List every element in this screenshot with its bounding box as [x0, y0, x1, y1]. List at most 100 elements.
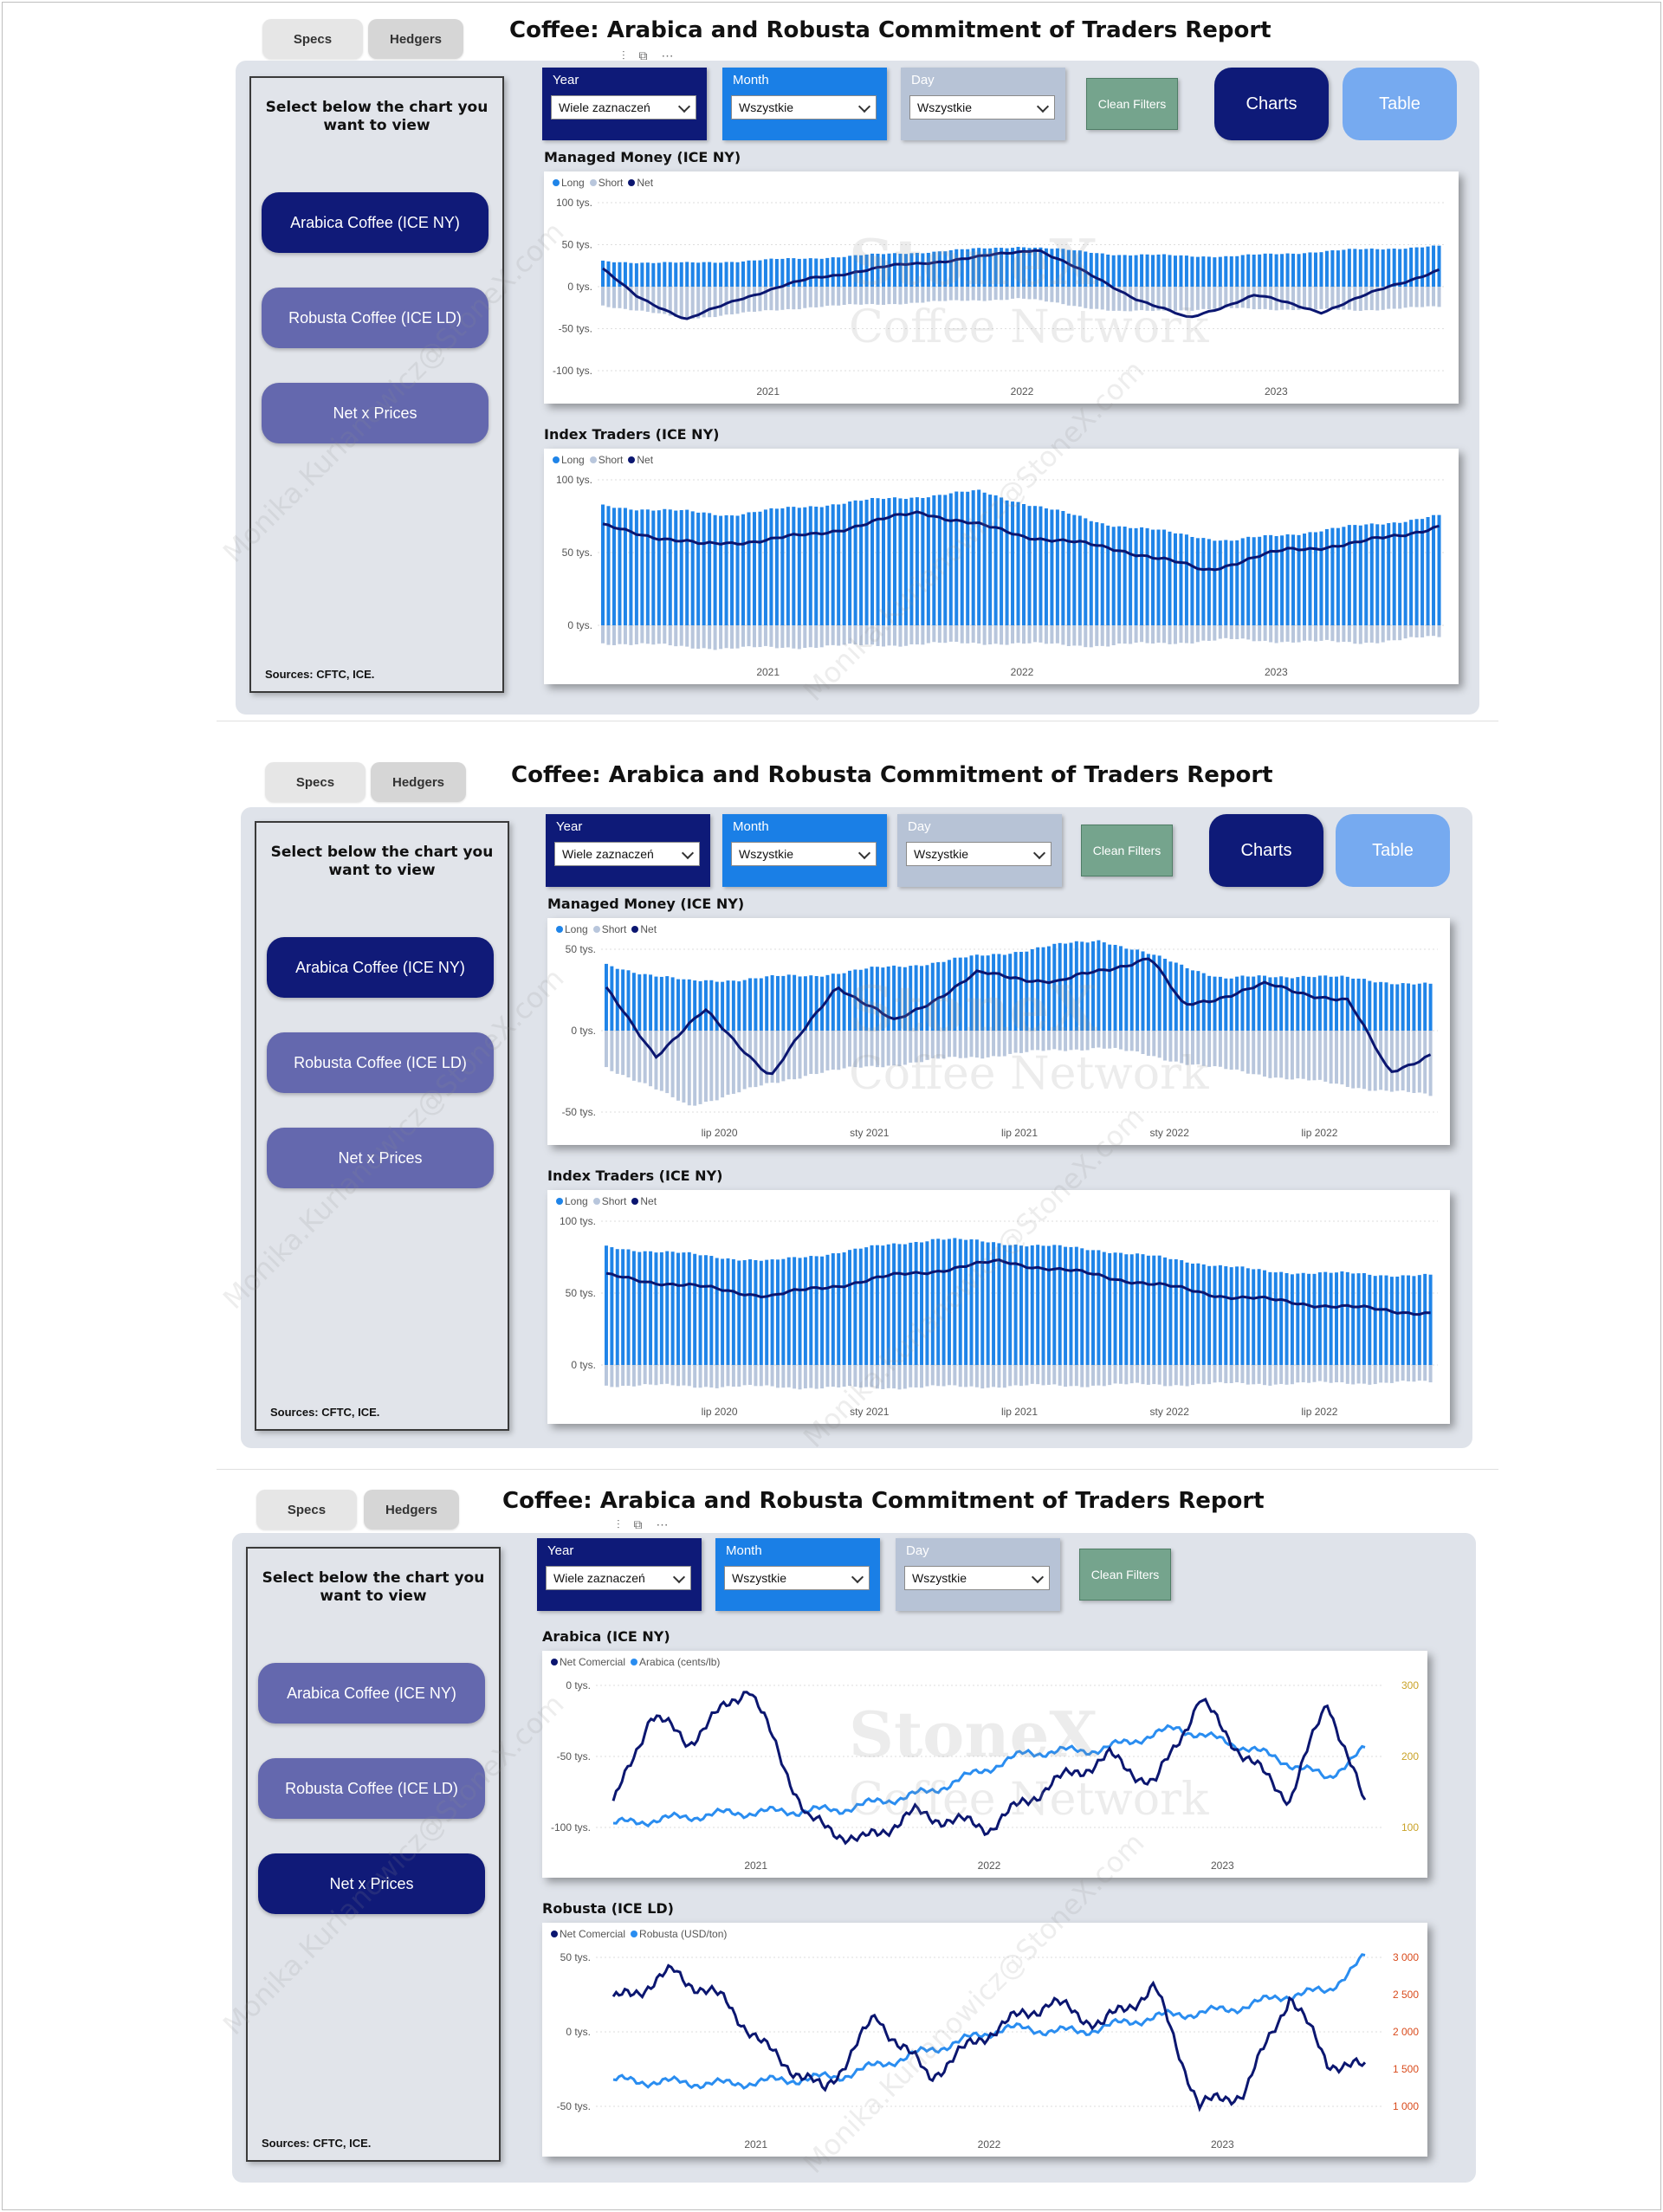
clean-filters-button[interactable]: Clean Filters	[1081, 825, 1173, 876]
long-bar	[964, 1239, 968, 1365]
short-bar	[1347, 287, 1351, 310]
more-options-icon[interactable]: ⋯	[656, 1517, 669, 1531]
robusta-button[interactable]: Robusta Coffee (ICE LD)	[262, 288, 489, 348]
chart-visual[interactable]: 50 tys. 0 tys. -50 tys. lip 2020 sty 2021 lip…	[547, 918, 1450, 1145]
short-bar	[1313, 287, 1317, 310]
long-bar	[897, 1244, 902, 1365]
legend-item[interactable]: Robusta (USD/ton)	[631, 1928, 727, 1940]
clean-filters-button[interactable]: Clean Filters	[1079, 1549, 1171, 1601]
focus-mode-icon[interactable]: ⧉	[638, 49, 648, 62]
legend-item[interactable]: Net Comercial	[551, 1928, 625, 1940]
month-dropdown[interactable]: Wszystkie	[731, 842, 877, 866]
chart-visual[interactable]: 100 tys. 50 tys. 0 tys. -50 tys. -100 tys. 20…	[544, 171, 1459, 404]
filter-icon[interactable]: ⫶	[617, 1517, 620, 1531]
y-tick-label: -100 tys.	[551, 1821, 591, 1834]
robusta-button[interactable]: Robusta Coffee (ICE LD)	[258, 1758, 485, 1819]
chart-visual[interactable]: 50 tys. 0 tys. -50 tys. 3 000 2 500 2 000 1 50…	[542, 1923, 1427, 2157]
chart-visual[interactable]: 100 tys. 50 tys. 0 tys. 2021 2022 2023 Long Sho…	[544, 449, 1459, 684]
more-options-icon[interactable]: ⋯	[661, 49, 674, 62]
short-bar	[1055, 287, 1059, 303]
legend-item[interactable]: Net	[631, 923, 657, 935]
long-bar	[663, 262, 667, 287]
short-bar	[997, 1031, 1001, 1057]
short-bar	[1437, 625, 1441, 637]
long-bar	[696, 262, 701, 287]
long-bar	[682, 979, 686, 1031]
legend-item[interactable]: Short	[592, 923, 626, 935]
legend-item[interactable]: Long	[553, 177, 585, 189]
short-bar	[786, 1031, 791, 1080]
filter-icon[interactable]: ⫶	[622, 49, 625, 62]
long-bar	[1263, 975, 1266, 1031]
tab-hedgers[interactable]: Hedgers	[364, 1490, 459, 1530]
year-dropdown[interactable]: Wiele zaznaczeń	[551, 95, 696, 120]
month-dropdown[interactable]: Wszystkie	[731, 95, 877, 120]
day-dropdown[interactable]: Wszystkie	[909, 95, 1055, 120]
year-dropdown[interactable]: Wiele zaznaczeń	[554, 842, 700, 866]
long-bar	[1190, 1263, 1194, 1365]
long-bar	[1224, 1266, 1228, 1365]
long-bar	[1124, 1254, 1129, 1365]
day-dropdown[interactable]: Wszystkie	[906, 842, 1052, 866]
chart-visual[interactable]: 100 tys. 50 tys. 0 tys. lip 2020 sty 2021 lip…	[547, 1190, 1450, 1424]
legend-item[interactable]: Short	[592, 1195, 626, 1207]
year-filter-label: Year	[556, 819, 583, 834]
legend-item[interactable]: Long	[556, 1195, 588, 1207]
long-bar	[1213, 540, 1217, 625]
robusta-button[interactable]: Robusta Coffee (ICE LD)	[267, 1032, 494, 1093]
tab-hedgers[interactable]: Hedgers	[368, 19, 463, 59]
arabica-button[interactable]: Arabica Coffee (ICE NY)	[267, 937, 494, 998]
long-bar	[1381, 249, 1385, 287]
legend-item[interactable]: Short	[589, 454, 623, 466]
tab-specs[interactable]: Specs	[262, 19, 363, 59]
long-bar	[1032, 506, 1037, 625]
month-dropdown[interactable]: Wszystkie	[724, 1566, 870, 1590]
legend-item[interactable]: Net	[631, 1195, 657, 1207]
long-bar	[1036, 1245, 1040, 1365]
focus-mode-icon[interactable]: ⧉	[633, 1517, 643, 1531]
legend-item[interactable]: Long	[556, 923, 588, 935]
legend-item[interactable]: Net	[628, 177, 653, 189]
short-bar	[887, 625, 891, 646]
clean-filters-button[interactable]: Clean Filters	[1086, 78, 1178, 130]
legend-item[interactable]: Net Comercial	[551, 1656, 625, 1668]
charts-button[interactable]: Charts	[1209, 814, 1323, 887]
tab-specs[interactable]: Specs	[256, 1490, 357, 1530]
day-filter-label: Day	[908, 819, 931, 834]
arabica-button[interactable]: Arabica Coffee (ICE NY)	[262, 192, 489, 253]
short-bar	[1180, 1031, 1184, 1064]
long-bar	[1246, 976, 1250, 1031]
tab-specs[interactable]: Specs	[265, 762, 366, 802]
year-dropdown[interactable]: Wiele zaznaczeń	[546, 1566, 691, 1590]
table-button[interactable]: Table	[1336, 814, 1450, 887]
day-dropdown[interactable]: Wszystkie	[904, 1566, 1050, 1590]
net-prices-button[interactable]: Net x Prices	[258, 1853, 485, 1914]
legend-item[interactable]: Arabica (cents/lb)	[631, 1656, 720, 1668]
table-button[interactable]: Table	[1343, 68, 1457, 140]
legend-item[interactable]: Short	[589, 177, 623, 189]
legend-item[interactable]: Long	[553, 454, 585, 466]
long-bar	[1407, 1275, 1411, 1365]
long-bar	[1279, 1271, 1284, 1365]
long-bar	[730, 262, 734, 287]
legend-item[interactable]: Net	[628, 454, 653, 466]
net-prices-button[interactable]: Net x Prices	[267, 1128, 494, 1188]
y-tick-label: 100 tys.	[560, 1215, 596, 1227]
short-bar	[859, 287, 864, 305]
long-bar	[966, 491, 970, 625]
long-bar	[1403, 249, 1407, 287]
short-bar	[1072, 287, 1077, 307]
short-bar	[748, 1365, 753, 1385]
tab-hedgers[interactable]: Hedgers	[371, 762, 466, 802]
short-bar	[663, 287, 667, 314]
long-bar	[759, 978, 763, 1031]
charts-button[interactable]: Charts	[1214, 68, 1329, 140]
short-bar	[631, 1365, 636, 1387]
long-bar	[803, 507, 807, 625]
short-bar	[1052, 1365, 1057, 1385]
chart-visual[interactable]: 0 tys. -50 tys. -100 tys. 300 200 100 2021 2022…	[542, 1651, 1427, 1878]
arabica-button[interactable]: Arabica Coffee (ICE NY)	[258, 1663, 485, 1724]
long-bar	[1019, 952, 1023, 1031]
short-bar	[1163, 1031, 1168, 1061]
net-prices-button[interactable]: Net x Prices	[262, 383, 489, 443]
